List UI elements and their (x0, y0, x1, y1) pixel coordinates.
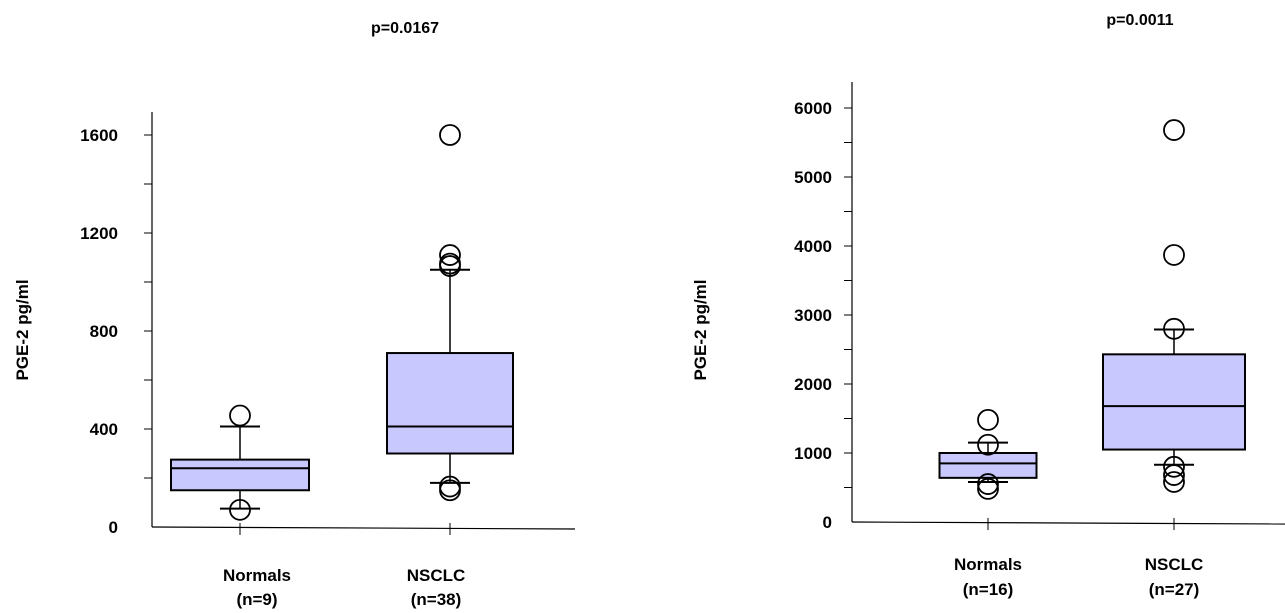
outlier-point (439, 124, 461, 146)
outlier-point (1163, 244, 1185, 266)
outlier-point (977, 408, 999, 431)
outlier-point (1163, 464, 1185, 486)
x-category-label: NSCLC (407, 566, 466, 585)
x-category-n: (n=16) (963, 580, 1014, 599)
x-category-label: Normals (223, 566, 291, 585)
outlier-point (1163, 455, 1185, 478)
y-tick-label: 1000 (794, 444, 832, 463)
y-tick-label: 800 (90, 322, 118, 341)
y-tick-label: 0 (823, 513, 832, 532)
y-tick-label: 1600 (80, 126, 118, 145)
outlier-point (977, 477, 999, 500)
y-tick-label: 1200 (80, 224, 118, 243)
y-tick-label: 5000 (794, 168, 832, 187)
y-tick-label: 3000 (794, 306, 832, 325)
box-iqr (170, 458, 310, 492)
outlier-point (1163, 317, 1185, 340)
outlier-point (977, 433, 999, 456)
x-axis-line (851, 521, 1285, 525)
outlier-point (229, 404, 251, 427)
x-category-n: (n=9) (236, 590, 277, 609)
panel-title: p=0.0167 (371, 20, 439, 37)
box-normals: Normals (n=16) (938, 408, 1038, 599)
x-category-n: (n=38) (411, 590, 462, 609)
box-iqr (386, 352, 514, 455)
outlier-point (439, 252, 461, 275)
y-axis-label: PGE-2 pg/ml (13, 279, 32, 380)
box-nsclc: NSCLC (n=38) (386, 124, 514, 609)
outlier-point (229, 498, 251, 521)
box-normals: Normals (n=9) (170, 404, 310, 609)
box-nsclc: NSCLC (n=27) (1102, 119, 1246, 599)
y-tick-label: 0 (109, 518, 118, 537)
outlier-point (439, 475, 461, 498)
x-axis-line (151, 526, 576, 530)
outlier-point (977, 473, 999, 495)
outlier-point (1163, 471, 1185, 493)
x-category-label: NSCLC (1145, 555, 1204, 574)
y-tick-label: 400 (90, 420, 118, 439)
y-tick-label: 6000 (794, 99, 832, 118)
y-tick-label: 2000 (794, 375, 832, 394)
panel-title: p=0.0011 (1106, 12, 1173, 29)
x-category-label: Normals (954, 555, 1022, 574)
panel-1: p=0.0167 PGE-2 pg/ml 0 400 800 1200 1600 Normal… (13, 20, 576, 609)
y-axis-label: PGE-2 pg/ml (691, 279, 710, 380)
outlier-point (1163, 119, 1185, 141)
y-tick-label: 4000 (794, 237, 832, 256)
box-iqr (1102, 353, 1246, 451)
x-category-n: (n=27) (1149, 580, 1200, 599)
outlier-point (439, 244, 461, 266)
panel-2: p=0.0011 PGE-2 pg/ml 0 1000 2000 3000 4000 5000… (691, 12, 1285, 599)
